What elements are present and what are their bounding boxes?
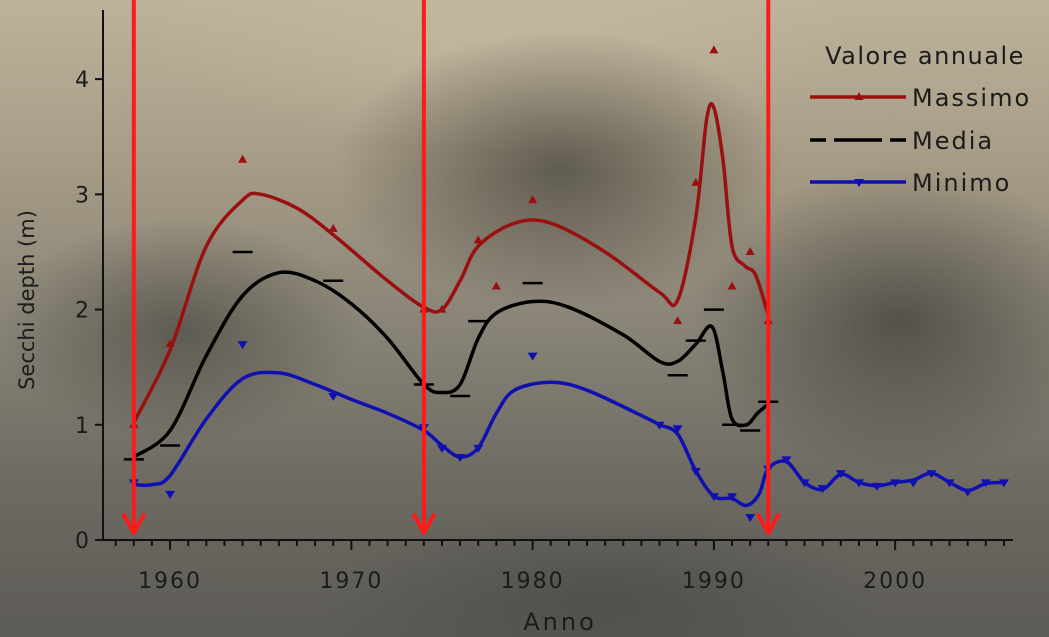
data-point-minimo (473, 444, 484, 453)
x-tick-label: 2000 (863, 569, 927, 594)
legend-label: Media (912, 127, 994, 155)
data-point-massimo (691, 177, 701, 186)
data-point-massimo (709, 45, 719, 54)
data-point-minimo (745, 513, 756, 522)
data-point-minimo (799, 479, 810, 488)
arrow-head (121, 513, 146, 535)
legend-label: Minimo (912, 169, 1011, 197)
legend-entry-media: Media (810, 127, 994, 155)
legend-marker (854, 179, 864, 187)
data-point-minimo (690, 467, 701, 476)
data-point-massimo (328, 223, 338, 232)
data-point-massimo (491, 281, 501, 290)
red-arrow (121, 0, 146, 535)
arrow-head (411, 513, 436, 535)
axes: 0 1 2 3 4 1960 1970 1980 1990 2000 (75, 10, 1013, 594)
y-tick-label: 2 (75, 299, 89, 324)
legend-title: Valore annuale (825, 42, 1025, 70)
data-point-massimo (673, 316, 683, 325)
series-layer (123, 45, 1009, 522)
y-axis-label: Secchi depth (m) (15, 210, 39, 390)
x-tick-label: 1970 (319, 569, 383, 594)
data-point-minimo (672, 425, 683, 434)
x-tick-label: 1980 (501, 569, 565, 594)
data-point-minimo (980, 479, 991, 488)
data-point-minimo (237, 341, 248, 350)
data-point-massimo (165, 339, 175, 348)
data-point-minimo (654, 421, 665, 430)
y-tick-label: 1 (75, 414, 89, 439)
series-massimo (129, 45, 773, 428)
data-point-minimo (908, 479, 919, 488)
data-point-minimo (455, 454, 466, 463)
data-point-minimo (781, 456, 792, 465)
data-point-massimo (437, 304, 447, 313)
x-axis-label: Anno (523, 608, 597, 636)
data-point-minimo (890, 479, 901, 488)
data-point-massimo (473, 235, 483, 244)
data-point-minimo (436, 444, 447, 453)
y-tick-label: 3 (75, 183, 89, 208)
data-point-minimo (944, 479, 955, 488)
legend-marker (854, 92, 864, 100)
series-line-media (132, 270, 770, 459)
x-tick-label: 1990 (682, 569, 746, 594)
legend-entry-massimo: Massimo (810, 84, 1031, 112)
legend: Valore annuale Massimo Media Minimo (810, 42, 1031, 197)
data-point-minimo (872, 482, 883, 491)
data-point-minimo (727, 493, 738, 502)
data-point-massimo (528, 195, 538, 204)
series-line-massimo (132, 102, 770, 424)
data-point-minimo (165, 490, 176, 499)
x-tick-label: 1960 (138, 569, 202, 594)
data-point-minimo (708, 493, 719, 502)
data-point-minimo (835, 470, 846, 479)
data-point-minimo (998, 479, 1009, 488)
data-point-minimo (527, 352, 538, 361)
data-point-minimo (328, 392, 339, 401)
arrows-layer (121, 0, 781, 535)
y-tick-label: 4 (75, 68, 89, 93)
data-point-massimo (727, 281, 737, 290)
red-arrow (756, 0, 781, 535)
legend-entry-minimo: Minimo (810, 169, 1011, 197)
y-tick-label: 0 (75, 529, 89, 554)
series-line-minimo (133, 370, 1005, 508)
data-point-minimo (817, 485, 828, 494)
data-point-minimo (962, 488, 973, 497)
data-point-minimo (926, 470, 937, 479)
series-minimo (128, 341, 1009, 522)
legend-label: Massimo (912, 84, 1031, 112)
arrow-head (756, 513, 781, 535)
data-point-minimo (853, 479, 864, 488)
data-point-massimo (745, 246, 755, 255)
data-point-massimo (238, 154, 248, 163)
red-arrow (411, 0, 436, 535)
